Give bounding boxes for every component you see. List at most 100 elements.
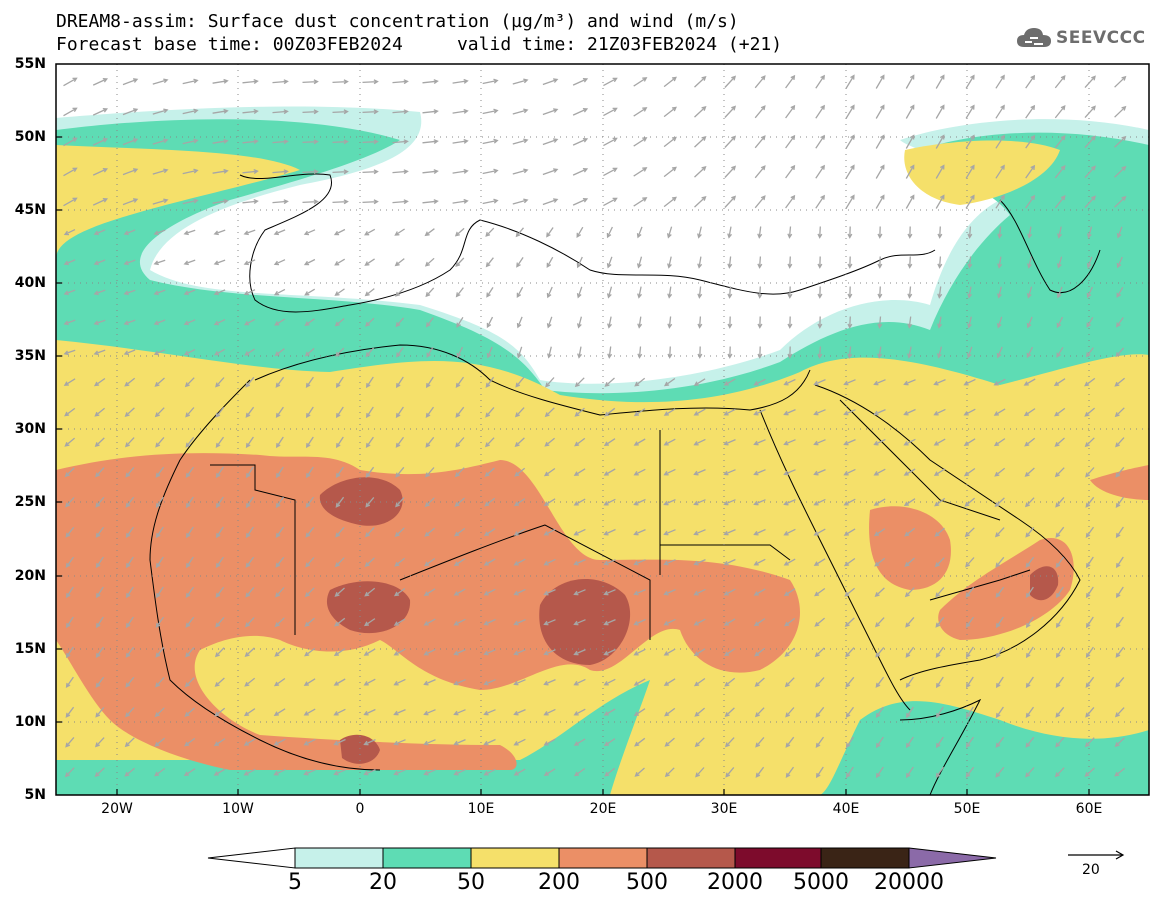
wind-arrow bbox=[63, 319, 76, 326]
wind-arrow bbox=[633, 438, 646, 446]
wind-arrow bbox=[64, 467, 75, 478]
wind-arrow bbox=[95, 467, 105, 478]
wind-arrow bbox=[334, 587, 345, 597]
wind-arrow bbox=[425, 436, 435, 448]
wind-arrow bbox=[215, 616, 225, 628]
wind-arrow bbox=[184, 707, 195, 717]
cloud-icon bbox=[1017, 28, 1051, 47]
wind-arrow bbox=[124, 737, 135, 748]
wind-arrow bbox=[727, 256, 733, 269]
wind-arrow bbox=[785, 736, 795, 748]
europe-coast bbox=[239, 173, 936, 313]
wind-arrow bbox=[844, 617, 855, 628]
wind-arrow bbox=[423, 769, 436, 776]
wind-arrow bbox=[847, 256, 853, 269]
wind-arrow bbox=[304, 347, 315, 357]
wind-arrow bbox=[392, 139, 409, 145]
colorbar-label: 500 bbox=[626, 870, 668, 895]
wind-arrow bbox=[1054, 135, 1066, 149]
wind-arrow bbox=[845, 736, 854, 749]
wind-arrow bbox=[603, 498, 616, 506]
wind-arrow bbox=[905, 74, 915, 89]
wind-arrow bbox=[814, 647, 825, 658]
wind-arrow bbox=[395, 406, 404, 419]
wind-arrow bbox=[603, 648, 616, 656]
wind-arrow bbox=[694, 75, 707, 88]
wind-arrow bbox=[967, 226, 973, 239]
wind-arrow bbox=[546, 227, 554, 238]
wind-arrow bbox=[394, 527, 405, 538]
wind-arrow bbox=[456, 316, 464, 328]
wind-arrow bbox=[396, 347, 404, 358]
wind-arrow bbox=[724, 165, 737, 178]
wind-arrow bbox=[273, 768, 286, 776]
wind-arrow bbox=[603, 468, 616, 476]
wind-arrow bbox=[1024, 437, 1036, 447]
wind-arrow bbox=[123, 289, 136, 296]
wind-arrow bbox=[185, 526, 194, 539]
colorbar-label: 5000 bbox=[793, 870, 849, 895]
wind-arrow bbox=[667, 286, 673, 299]
wind-arrow bbox=[572, 137, 589, 146]
wind-arrow bbox=[663, 468, 676, 476]
wind-arrow bbox=[482, 78, 499, 85]
wind-arrow bbox=[332, 109, 349, 115]
wind-arrow bbox=[1054, 75, 1066, 89]
wind-arrow bbox=[125, 466, 135, 478]
wind-arrow bbox=[813, 558, 826, 566]
wind-arrow bbox=[573, 708, 586, 716]
wind-arrow bbox=[332, 169, 349, 175]
wind-arrow bbox=[64, 767, 75, 778]
wind-arrow bbox=[1084, 767, 1095, 777]
wind-arrow bbox=[455, 437, 465, 448]
wind-arrow bbox=[243, 768, 256, 776]
wind-arrow bbox=[667, 346, 673, 359]
wind-arrow bbox=[783, 378, 796, 386]
wind-arrow bbox=[1023, 408, 1036, 417]
wind-arrow bbox=[1025, 74, 1036, 89]
wind-arrow bbox=[843, 528, 856, 536]
wind-arrow bbox=[152, 108, 169, 115]
wind-arrow bbox=[693, 378, 706, 386]
wind-arrow bbox=[303, 258, 316, 266]
wind-arrow bbox=[783, 469, 796, 476]
wind-arrow bbox=[155, 466, 165, 478]
wind-arrow bbox=[905, 706, 914, 719]
wind-arrow bbox=[937, 316, 943, 329]
wind-arrow bbox=[452, 78, 469, 84]
wind-arrow bbox=[1055, 556, 1065, 569]
wind-arrow bbox=[453, 739, 466, 746]
wind-arrow bbox=[905, 616, 915, 628]
wind-arrow bbox=[663, 529, 676, 536]
wind-arrow bbox=[813, 469, 826, 476]
wind-arrow bbox=[607, 346, 613, 359]
wind-arrow bbox=[936, 346, 943, 359]
wind-arrow bbox=[1084, 437, 1095, 448]
wind-arrow bbox=[695, 767, 705, 778]
wind-arrow bbox=[875, 194, 885, 209]
graticule bbox=[56, 64, 1149, 795]
wind-arrow bbox=[1114, 105, 1127, 118]
wind-arrow bbox=[633, 197, 648, 207]
wind-arrow bbox=[305, 376, 314, 389]
lat-label: 10N bbox=[14, 714, 46, 730]
wind-arrow bbox=[154, 737, 166, 747]
wind-arrow bbox=[482, 168, 499, 175]
wind-arrow bbox=[453, 618, 466, 626]
wind-arrow bbox=[245, 496, 254, 509]
wind-arrow bbox=[333, 228, 346, 236]
wind-arrow bbox=[937, 286, 943, 299]
wind-arrow bbox=[904, 587, 915, 598]
lon-label: 40E bbox=[832, 801, 860, 817]
dust-level-200d bbox=[1090, 465, 1149, 500]
wind-arrow bbox=[573, 619, 586, 626]
wind-arrow bbox=[937, 256, 943, 269]
wind-arrow bbox=[724, 135, 737, 148]
wind-arrow bbox=[573, 468, 586, 476]
wind-arrow bbox=[272, 109, 289, 115]
wind-arrow bbox=[753, 528, 766, 536]
wind-arrow bbox=[425, 376, 434, 389]
wind-arrow bbox=[63, 167, 78, 177]
wind-arrow bbox=[333, 678, 346, 686]
wind-arrow bbox=[543, 498, 556, 506]
